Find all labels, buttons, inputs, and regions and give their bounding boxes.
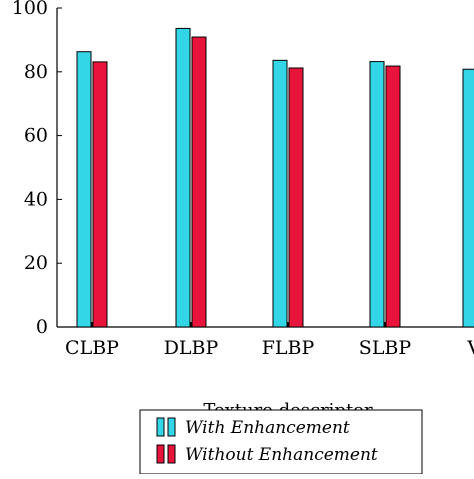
bar-without-enhancement-clbp (92, 61, 108, 328)
y-tick-label: 40 (24, 188, 48, 210)
bar-with-enhancement-slbp (369, 61, 385, 328)
legend-label: Without Enhancement (185, 445, 378, 465)
x-tick-label: SLBP (359, 337, 412, 359)
y-tick-label: 20 (24, 252, 48, 274)
legend-label: With Enhancement (185, 418, 350, 438)
bar-without-enhancement-dlbp (191, 36, 207, 328)
bar-with-enhancement-vlbp (462, 68, 474, 328)
x-tick-label: VI (466, 337, 474, 359)
legend-swatch (167, 444, 176, 464)
y-tick-label: 100 (12, 0, 48, 19)
y-tick-label: 0 (36, 316, 48, 338)
bar-with-enhancement-flbp (272, 59, 288, 328)
legend-swatch (156, 417, 165, 437)
legend: With Enhancement Without Enhancement (139, 409, 423, 475)
x-tick-label: FLBP (262, 337, 315, 359)
bar-with-enhancement-clbp (76, 51, 92, 328)
tick-labels: 0 20 40 60 80 100 CLBP DLBP FLBP SLBP VI (12, 0, 474, 359)
x-tick-label: CLBP (65, 337, 119, 359)
y-tick-label: 80 (24, 61, 48, 83)
bar-without-enhancement-slbp (385, 65, 401, 328)
legend-swatch (156, 444, 165, 464)
bar-without-enhancement-flbp (288, 67, 304, 328)
bars (76, 27, 474, 328)
legend-box (139, 409, 423, 475)
x-tick-label: DLBP (164, 337, 219, 359)
axes (56, 7, 474, 328)
legend-swatch (167, 417, 176, 437)
bar-with-enhancement-dlbp (175, 27, 191, 328)
y-tick-label: 60 (24, 125, 48, 147)
